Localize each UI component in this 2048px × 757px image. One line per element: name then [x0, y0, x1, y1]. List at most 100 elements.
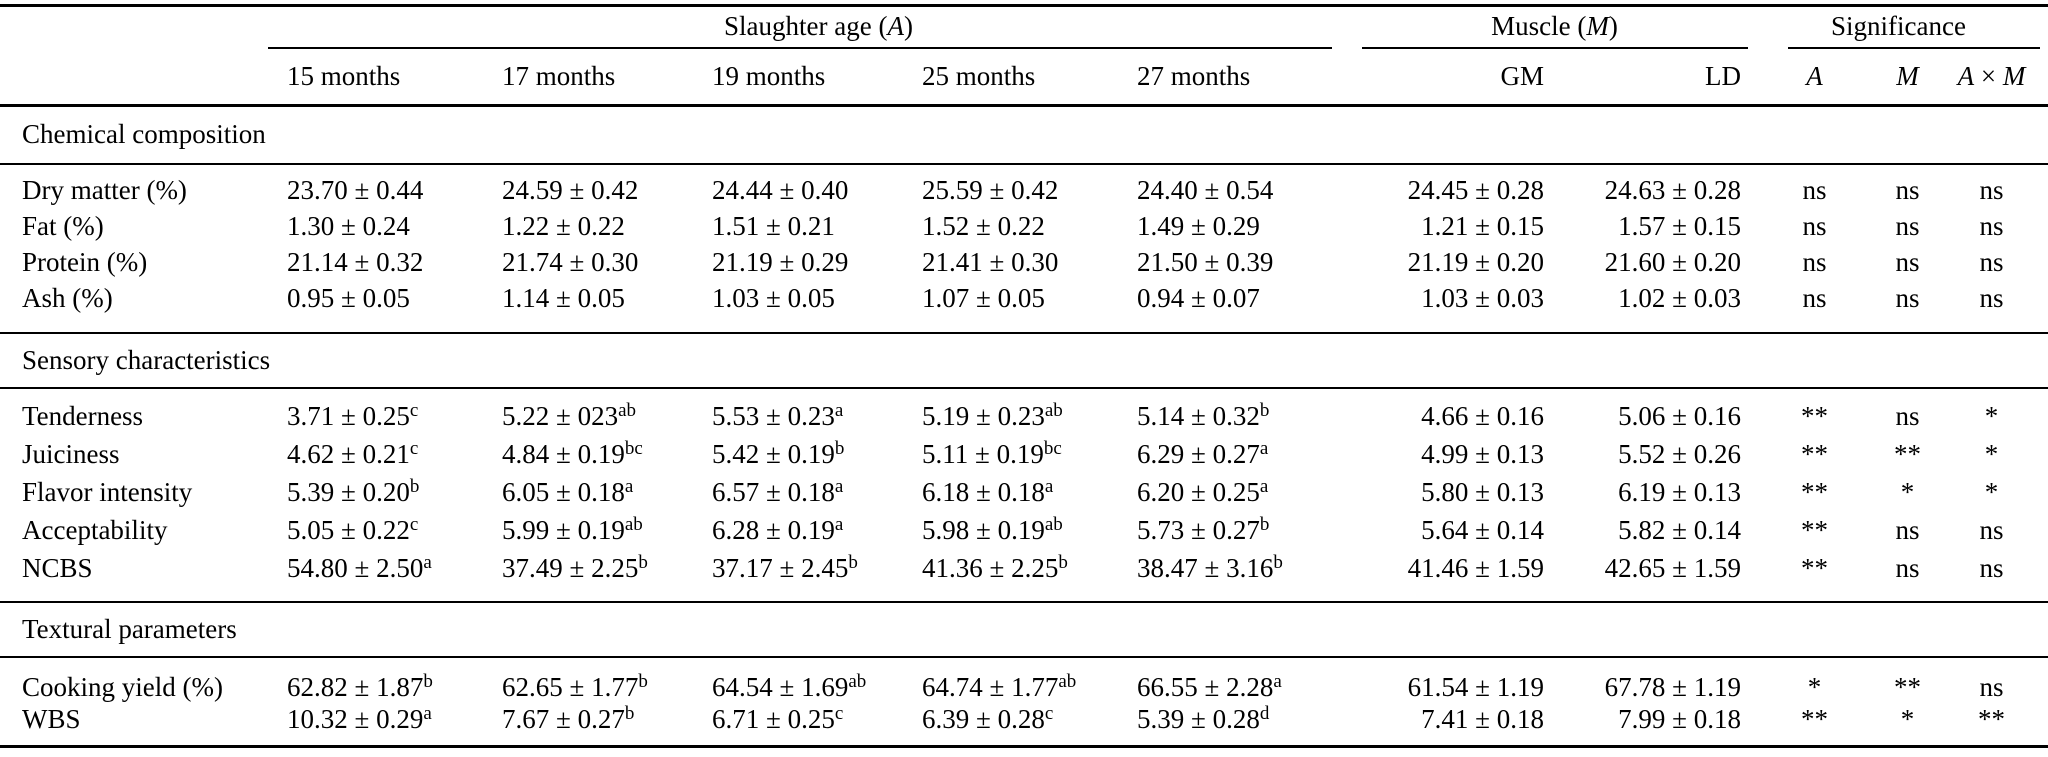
value-cell-age-2: 6.28 ± 0.19a — [712, 513, 844, 546]
group-header-1: Muscle (M) — [1491, 11, 1618, 42]
sig-cell-1: ns — [1895, 283, 1920, 314]
value-cell-age-3: 1.52 ± 0.22 — [922, 211, 1045, 242]
value-cell-gm: 1.21 ± 0.15 — [1421, 211, 1544, 242]
sig-cell-2: ** — [1978, 704, 2005, 735]
value-cell-age-0: 1.30 ± 0.24 — [287, 211, 410, 242]
value-cell-age-2: 1.03 ± 0.05 — [712, 283, 835, 314]
row-label: Cooking yield (%) — [22, 672, 223, 703]
textural-parameters-rows: Cooking yield (%) 62.82 ± 1.87b 62.65 ± 1.… — [0, 658, 2048, 745]
sig-cell-1: ns — [1895, 211, 1920, 242]
row-label: Flavor intensity — [22, 477, 193, 508]
slaughter-age-underline — [268, 47, 1332, 49]
row-label: Juiciness — [22, 439, 120, 470]
value-cell-age-1: 21.74 ± 0.30 — [502, 247, 639, 278]
table-row-fat: Fat (%) 1.30 ± 0.24 1.22 ± 0.22 1.51 ± 0.21… — [0, 209, 2048, 245]
value-cell-age-3: 5.98 ± 0.19ab — [922, 513, 1063, 546]
sig-cell-1: ns — [1895, 553, 1920, 584]
row-label: WBS — [22, 704, 81, 735]
row-label: Dry matter (%) — [22, 175, 187, 206]
value-cell-ld: 5.06 ± 0.16 — [1618, 401, 1741, 432]
muscle-underline — [1362, 47, 1748, 49]
col-header-sig-2: A × M — [1957, 61, 2026, 92]
value-cell-age-0: 21.14 ± 0.32 — [287, 247, 424, 278]
section-title-text: Chemical composition — [22, 119, 266, 150]
value-cell-gm: 5.80 ± 0.13 — [1421, 477, 1544, 508]
value-cell-gm: 61.54 ± 1.19 — [1407, 672, 1544, 703]
sig-cell-2: ns — [1979, 672, 2004, 703]
table-row-ncbs: NCBS 54.80 ± 2.50a 37.49 ± 2.25b 37.17 ± 2.… — [0, 550, 2048, 588]
table-row-tenderness: Tenderness 3.71 ± 0.25c 5.22 ± 023ab 5.53 ±… — [0, 398, 2048, 436]
value-cell-age-0: 10.32 ± 0.29a — [287, 702, 432, 735]
row-label: Protein (%) — [22, 247, 148, 278]
value-cell-age-3: 25.59 ± 0.42 — [922, 175, 1059, 206]
sig-cell-1: * — [1900, 704, 1915, 735]
col-header-sig-0: A — [1806, 61, 1823, 92]
value-cell-age-3: 41.36 ± 2.25b — [922, 551, 1068, 584]
sig-cell-0: ** — [1801, 553, 1828, 584]
col-header-muscle-ld: LD — [1705, 61, 1741, 92]
value-cell-gm: 7.41 ± 0.18 — [1421, 704, 1544, 735]
significance-underline — [1788, 47, 2040, 49]
row-label: Fat (%) — [22, 211, 104, 242]
table-row-acceptability: Acceptability 5.05 ± 0.22c 5.99 ± 0.19ab 6.… — [0, 512, 2048, 550]
value-cell-age-2: 5.53 ± 0.23a — [712, 399, 844, 432]
sig-cell-0: ns — [1802, 283, 1827, 314]
sig-cell-0: ** — [1801, 704, 1828, 735]
rule-above-sensory-title — [0, 332, 2048, 334]
sig-cell-0: ** — [1801, 439, 1828, 470]
value-cell-ld: 5.82 ± 0.14 — [1618, 515, 1741, 546]
value-cell-age-2: 64.54 ± 1.69ab — [712, 670, 867, 703]
value-cell-ld: 5.52 ± 0.26 — [1618, 439, 1741, 470]
value-cell-age-4: 5.39 ± 0.28d — [1137, 702, 1270, 735]
column-header-row: 15 months 17 months 19 months 25 months 27 m… — [0, 50, 2048, 104]
sig-cell-0: ** — [1801, 401, 1828, 432]
rule-header-bottom — [0, 104, 2048, 107]
value-cell-age-3: 6.39 ± 0.28c — [922, 702, 1054, 735]
value-cell-age-1: 1.22 ± 0.22 — [502, 211, 625, 242]
section-title-chemical-composition: Chemical composition — [0, 107, 2048, 163]
value-cell-age-0: 3.71 ± 0.25c — [287, 399, 419, 432]
value-cell-gm: 4.66 ± 0.16 — [1421, 401, 1544, 432]
value-cell-gm: 4.99 ± 0.13 — [1421, 439, 1544, 470]
sig-cell-2: * — [1984, 439, 1999, 470]
sig-cell-2: ns — [1979, 211, 2004, 242]
value-cell-ld: 24.63 ± 0.28 — [1604, 175, 1741, 206]
sig-cell-0: ns — [1802, 247, 1827, 278]
value-cell-age-0: 4.62 ± 0.21c — [287, 437, 419, 470]
sig-cell-0: ** — [1801, 515, 1828, 546]
table-row-cooking-yield: Cooking yield (%) 62.82 ± 1.87b 62.65 ± 1.… — [0, 672, 2048, 704]
value-cell-age-1: 5.99 ± 0.19ab — [502, 513, 643, 546]
sig-cell-1: ** — [1894, 439, 1921, 470]
value-cell-age-0: 0.95 ± 0.05 — [287, 283, 410, 314]
value-cell-age-1: 24.59 ± 0.42 — [502, 175, 639, 206]
value-cell-age-3: 64.74 ± 1.77ab — [922, 670, 1077, 703]
value-cell-age-0: 5.39 ± 0.20b — [287, 475, 420, 508]
value-cell-age-2: 37.17 ± 2.45b — [712, 551, 858, 584]
value-cell-age-2: 1.51 ± 0.21 — [712, 211, 835, 242]
sig-cell-2: ns — [1979, 247, 2004, 278]
sig-cell-2: ns — [1979, 515, 2004, 546]
value-cell-age-1: 62.65 ± 1.77b — [502, 670, 648, 703]
table-row-juiciness: Juiciness 4.62 ± 0.21c 4.84 ± 0.19bc 5.42 ±… — [0, 436, 2048, 474]
col-header-muscle-gm: GM — [1500, 61, 1544, 92]
sig-cell-1: ns — [1895, 247, 1920, 278]
rule-below-chemical-title — [0, 163, 2048, 165]
value-cell-ld: 67.78 ± 1.19 — [1604, 672, 1741, 703]
sig-cell-2: ns — [1979, 283, 2004, 314]
rule-top — [0, 4, 2048, 7]
col-header-age-2: 19 months — [712, 61, 826, 92]
section-title-text: Sensory characteristics — [22, 344, 271, 375]
value-cell-age-4: 21.50 ± 0.39 — [1137, 247, 1274, 278]
value-cell-age-4: 0.94 ± 0.07 — [1137, 283, 1260, 314]
section-title-text: Textural parameters — [22, 613, 237, 644]
value-cell-age-3: 6.18 ± 0.18a — [922, 475, 1054, 508]
col-header-age-4: 27 months — [1137, 61, 1251, 92]
value-cell-gm: 41.46 ± 1.59 — [1407, 553, 1544, 584]
rule-below-sensory-title — [0, 387, 2048, 389]
row-label: Tenderness — [22, 401, 144, 432]
sig-cell-2: * — [1984, 477, 1999, 508]
group-header-0: Slaughter age (A) — [724, 11, 913, 42]
row-label: Ash (%) — [22, 283, 113, 314]
value-cell-age-2: 24.44 ± 0.40 — [712, 175, 849, 206]
